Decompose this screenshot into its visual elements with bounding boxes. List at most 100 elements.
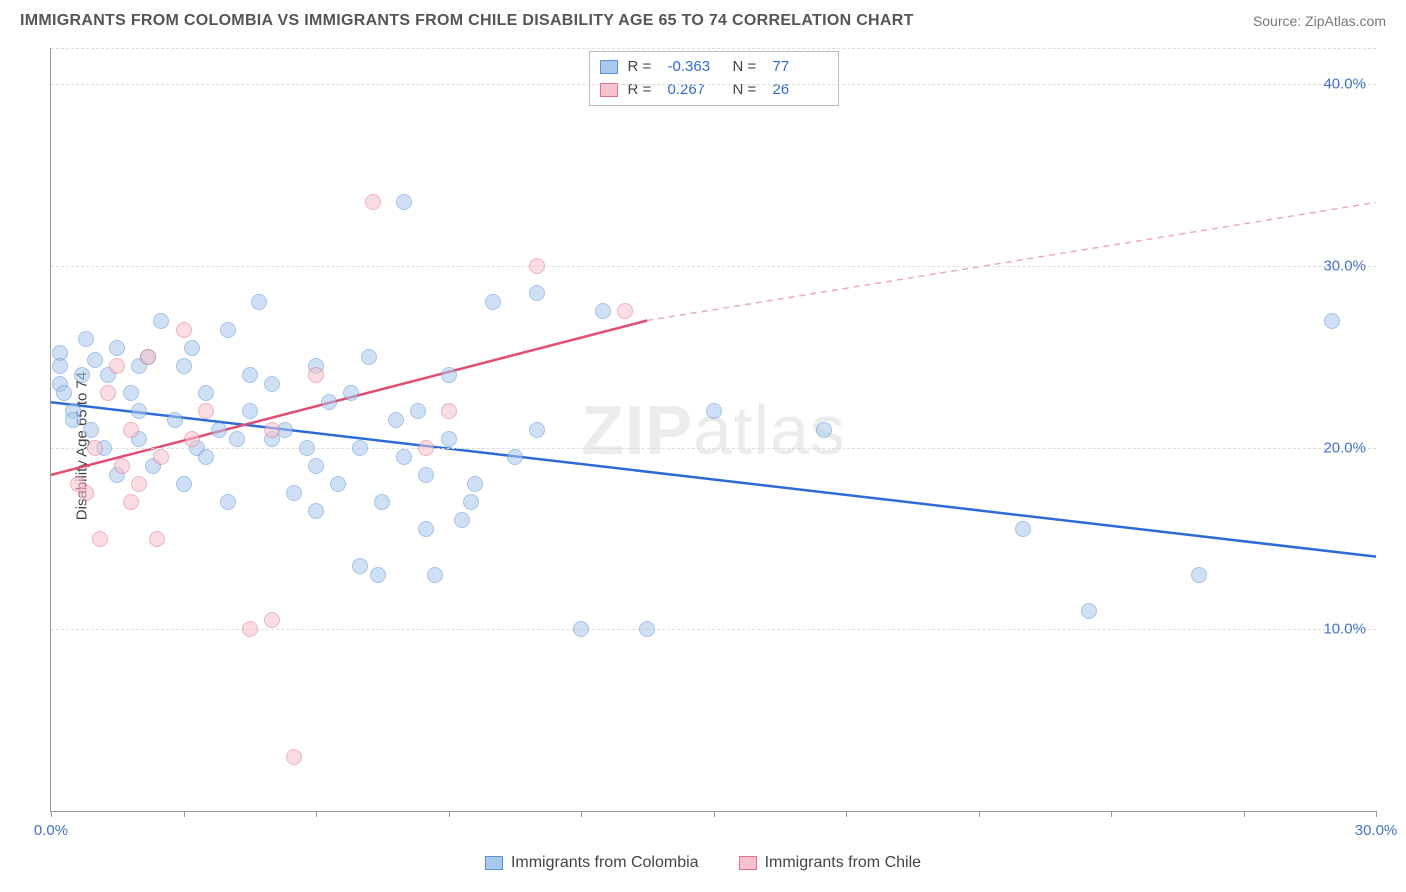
data-point: [131, 476, 147, 492]
legend-item: Immigrants from Chile: [739, 854, 921, 872]
data-point: [140, 349, 156, 365]
data-point: [52, 358, 68, 374]
data-point: [410, 403, 426, 419]
data-point: [149, 531, 165, 547]
data-point: [131, 403, 147, 419]
stat-n-value: 77: [773, 56, 828, 79]
data-point: [176, 476, 192, 492]
data-point: [74, 367, 90, 383]
data-point: [123, 494, 139, 510]
x-tick: [1111, 811, 1112, 817]
data-point: [264, 612, 280, 628]
data-point: [343, 385, 359, 401]
legend-label: Immigrants from Colombia: [511, 854, 699, 872]
data-point: [299, 440, 315, 456]
data-point: [100, 385, 116, 401]
x-tick: [581, 811, 582, 817]
data-point: [595, 303, 611, 319]
data-point: [78, 331, 94, 347]
legend-swatch: [600, 60, 618, 74]
stats-row: R = -0.363 N = 77: [600, 56, 828, 79]
data-point: [418, 521, 434, 537]
x-tick: [449, 811, 450, 817]
data-point: [167, 412, 183, 428]
legend-label: Immigrants from Chile: [765, 854, 921, 872]
gridline: [51, 48, 1376, 49]
x-tick: [1244, 811, 1245, 817]
legend-swatch: [739, 856, 757, 870]
data-point: [427, 567, 443, 583]
data-point: [1081, 603, 1097, 619]
data-point: [109, 340, 125, 356]
data-point: [418, 440, 434, 456]
data-point: [507, 449, 523, 465]
data-point: [176, 358, 192, 374]
data-point: [286, 749, 302, 765]
x-tick: [1376, 811, 1377, 817]
stats-legend: R = -0.363 N = 77 R = 0.267 N = 26: [589, 51, 839, 106]
data-point: [123, 385, 139, 401]
data-point: [639, 621, 655, 637]
data-point: [220, 322, 236, 338]
data-point: [463, 494, 479, 510]
data-point: [485, 294, 501, 310]
data-point: [78, 485, 94, 501]
data-point: [153, 449, 169, 465]
scatter-chart: ZIPatlas R = -0.363 N = 77 R = 0.267 N =…: [50, 48, 1376, 812]
data-point: [308, 503, 324, 519]
y-tick-label: 40.0%: [1323, 76, 1366, 93]
data-point: [242, 621, 258, 637]
y-tick-label: 30.0%: [1323, 258, 1366, 275]
legend-swatch: [485, 856, 503, 870]
data-point: [330, 476, 346, 492]
source-label: Source: ZipAtlas.com: [1253, 13, 1386, 29]
gridline: [51, 266, 1376, 267]
data-point: [816, 422, 832, 438]
data-point: [396, 194, 412, 210]
data-point: [529, 285, 545, 301]
data-point: [365, 194, 381, 210]
data-point: [264, 376, 280, 392]
data-point: [198, 385, 214, 401]
data-point: [454, 512, 470, 528]
data-point: [308, 458, 324, 474]
data-point: [242, 367, 258, 383]
stat-n-value: 26: [773, 79, 828, 102]
data-point: [264, 422, 280, 438]
data-point: [1191, 567, 1207, 583]
legend-item: Immigrants from Colombia: [485, 854, 699, 872]
stats-row: R = 0.267 N = 26: [600, 79, 828, 102]
data-point: [441, 431, 457, 447]
x-tick-label: 30.0%: [1355, 822, 1398, 839]
data-point: [573, 621, 589, 637]
data-point: [184, 431, 200, 447]
data-point: [153, 313, 169, 329]
data-point: [109, 358, 125, 374]
data-point: [286, 485, 302, 501]
x-tick: [714, 811, 715, 817]
data-point: [220, 494, 236, 510]
data-point: [388, 412, 404, 428]
data-point: [92, 531, 108, 547]
data-point: [441, 403, 457, 419]
stat-n-label: N =: [733, 56, 763, 79]
data-point: [211, 422, 227, 438]
data-point: [83, 422, 99, 438]
watermark: ZIPatlas: [581, 390, 846, 470]
stat-r-label: R =: [628, 79, 658, 102]
data-point: [87, 352, 103, 368]
data-point: [251, 294, 267, 310]
data-point: [706, 403, 722, 419]
x-tick: [979, 811, 980, 817]
series-legend: Immigrants from Colombia Immigrants from…: [485, 854, 921, 872]
data-point: [321, 394, 337, 410]
chart-title: IMMIGRANTS FROM COLOMBIA VS IMMIGRANTS F…: [20, 12, 914, 30]
data-point: [441, 367, 457, 383]
data-point: [1015, 521, 1031, 537]
data-point: [352, 558, 368, 574]
data-point: [308, 367, 324, 383]
data-point: [361, 349, 377, 365]
data-point: [114, 458, 130, 474]
data-point: [242, 403, 258, 419]
data-point: [87, 440, 103, 456]
